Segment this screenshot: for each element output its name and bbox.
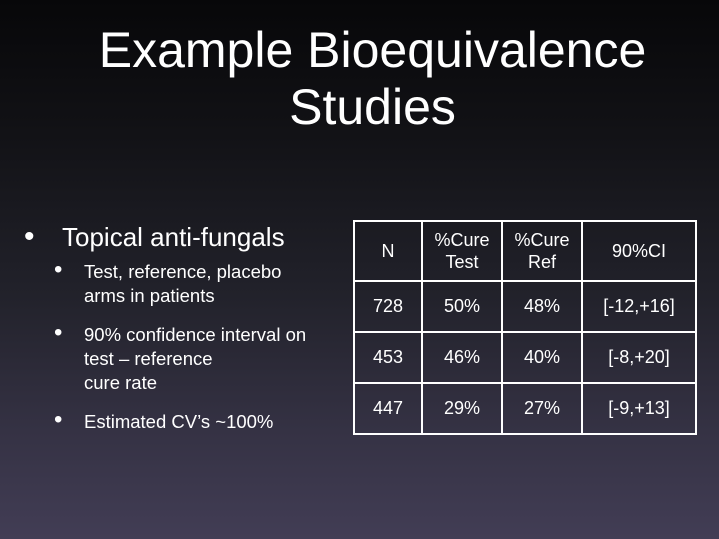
cell-cure-test: 29%: [421, 382, 503, 435]
header-line: N: [381, 241, 395, 261]
sub-bullet-line: arms in patients: [84, 285, 215, 306]
sub-bullet-line: cure rate: [84, 372, 158, 393]
sub-bullet-confidence-interval: • 90% confidence interval on test – refe…: [20, 319, 350, 395]
cell-n: 453: [353, 331, 423, 384]
title-line-2: Studies: [289, 79, 456, 135]
header-n: N: [353, 220, 423, 282]
slide-title: Example Bioequivalence Studies: [0, 22, 719, 136]
header-line: %Cure: [514, 230, 570, 250]
header-90ci: 90%CI: [581, 220, 697, 282]
table-row: 728 50% 48% [-12,+16]: [353, 280, 697, 333]
table-header-row: N %Cure Test %Cure Ref 90%CI: [353, 220, 697, 282]
cell-90ci: [-8,+20]: [581, 331, 697, 384]
cell-cure-test: 50%: [421, 280, 503, 333]
title-line-1: Example Bioequivalence: [98, 22, 647, 78]
sub-bullet-list: • Test, reference, placebo arms in patie…: [20, 256, 350, 434]
sub-bullet-line: 90% confidence interval on: [84, 324, 307, 345]
cell-n: 728: [353, 280, 423, 333]
bullet-topical-antifungals: • Topical anti-fungals: [20, 220, 350, 254]
cell-cure-ref: 27%: [501, 382, 583, 435]
header-line: Test: [445, 252, 479, 272]
bullet-list: • Topical anti-fungals • Test, reference…: [20, 220, 350, 449]
header-line: %Cure: [434, 230, 490, 250]
header-line: 90%CI: [611, 241, 667, 261]
bullet-dot-icon: •: [54, 319, 63, 346]
header-cure-ref: %Cure Ref: [501, 220, 583, 282]
cell-cure-ref: 40%: [501, 331, 583, 384]
bullet-dot-icon: •: [24, 220, 35, 253]
table-row: 447 29% 27% [-9,+13]: [353, 382, 697, 435]
cell-90ci: [-9,+13]: [581, 382, 697, 435]
bullet-text: Topical anti-fungals: [62, 222, 285, 252]
cell-cure-ref: 48%: [501, 280, 583, 333]
cell-cure-test: 46%: [421, 331, 503, 384]
cell-n: 447: [353, 382, 423, 435]
cell-90ci: [-12,+16]: [581, 280, 697, 333]
sub-bullet-arms: • Test, reference, placebo arms in patie…: [20, 256, 350, 308]
sub-bullet-line: Estimated CV’s ~100%: [84, 411, 274, 432]
bullet-dot-icon: •: [54, 406, 63, 433]
header-cure-test: %Cure Test: [421, 220, 503, 282]
header-line: Ref: [527, 252, 556, 272]
sub-bullet-line: Test, reference, placebo: [84, 261, 282, 282]
sub-bullet-cv: • Estimated CV’s ~100%: [20, 406, 350, 434]
bioequivalence-table: N %Cure Test %Cure Ref 90%CI 728 50% 48%…: [353, 220, 697, 435]
sub-bullet-line: test – reference: [84, 348, 213, 369]
table-row: 453 46% 40% [-8,+20]: [353, 331, 697, 384]
bullet-dot-icon: •: [54, 256, 63, 283]
